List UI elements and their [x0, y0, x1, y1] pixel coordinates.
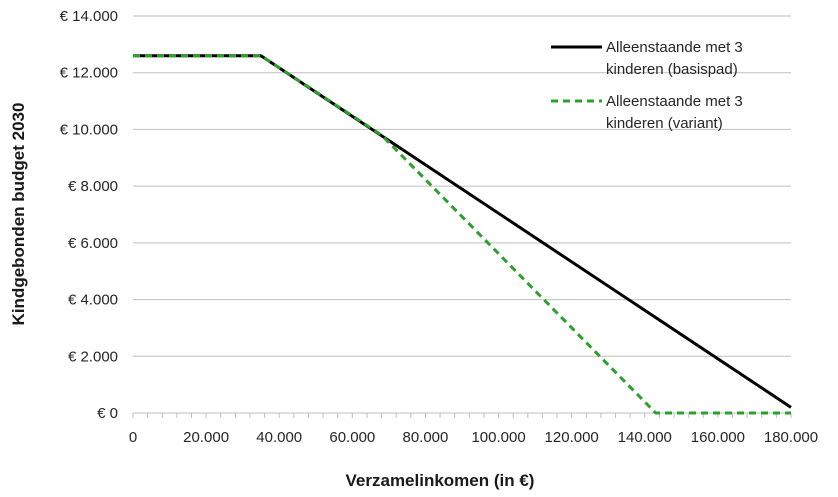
x-tick-label: 140.000 — [618, 429, 672, 446]
legend-label: kinderen (variant) — [606, 115, 723, 132]
x-tick-label: 20.000 — [183, 429, 229, 446]
x-tick-label: 80.000 — [402, 429, 448, 446]
y-axis-ticks: € 0 € 2.000 € 4.000 € 6.000 € 8.000 € 10.000 €… — [60, 8, 118, 422]
x-axis-title: Verzamelinkomen (in €) — [346, 471, 535, 490]
legend-label: Alleenstaande met 3 — [606, 93, 743, 110]
x-tick-label: 40.000 — [256, 429, 302, 446]
y-axis-title: Kindgebonden budget 2030 — [9, 103, 28, 326]
y-tick-label: € 10.000 — [60, 121, 118, 138]
y-tick-label: € 6.000 — [68, 235, 118, 252]
x-tick-label: 160.000 — [691, 429, 745, 446]
series-line-variant — [133, 54, 791, 415]
y-tick-label: € 4.000 — [68, 292, 118, 309]
y-tick-label: € 0 — [97, 405, 118, 422]
gridlines — [133, 15, 791, 357]
legend-label: Alleenstaande met 3 — [606, 39, 743, 56]
x-tick-label: 100.000 — [471, 429, 525, 446]
y-tick-label: € 14.000 — [60, 8, 118, 25]
y-tick-label: € 12.000 — [60, 65, 118, 82]
series-lines — [133, 54, 792, 415]
legend: Alleenstaande met 3 kinderen (basispad) Al… — [551, 39, 743, 132]
x-tick-label: 60.000 — [329, 429, 375, 446]
legend-label: kinderen (basispad) — [606, 61, 738, 78]
x-axis-ticks: 0 20.000 40.000 60.000 80.000 100.000 120.000 1… — [129, 429, 818, 446]
x-tick-label: 120.000 — [545, 429, 599, 446]
x-tick-label: 180.000 — [764, 429, 818, 446]
y-tick-label: € 8.000 — [68, 178, 118, 195]
x-tick-label: 0 — [129, 429, 137, 446]
y-tick-label: € 2.000 — [68, 348, 118, 365]
